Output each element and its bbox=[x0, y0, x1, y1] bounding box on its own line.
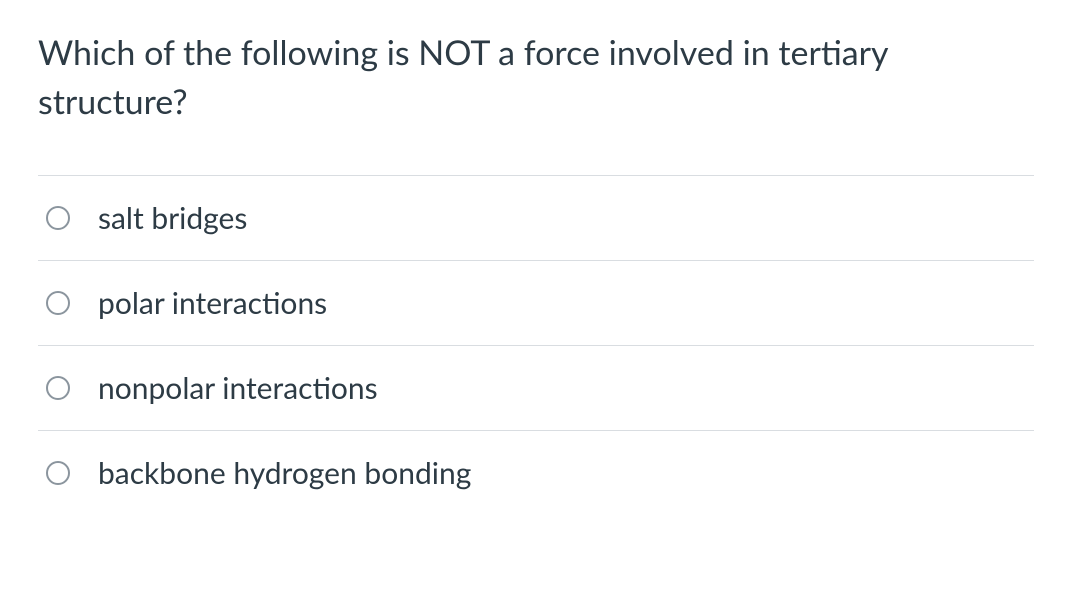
radio-icon[interactable] bbox=[46, 461, 70, 485]
option-label: salt bridges bbox=[98, 200, 247, 236]
options-list: salt bridges polar interactions nonpolar… bbox=[38, 175, 1034, 515]
question-prompt: Which of the following is NOT a force in… bbox=[38, 28, 1034, 127]
option-1[interactable]: polar interactions bbox=[38, 260, 1034, 345]
option-label: polar interactions bbox=[98, 285, 327, 321]
radio-icon[interactable] bbox=[46, 376, 70, 400]
option-label: backbone hydrogen bonding bbox=[98, 455, 471, 491]
radio-icon[interactable] bbox=[46, 206, 70, 230]
option-3[interactable]: backbone hydrogen bonding bbox=[38, 430, 1034, 515]
option-0[interactable]: salt bridges bbox=[38, 175, 1034, 260]
option-2[interactable]: nonpolar interactions bbox=[38, 345, 1034, 430]
option-label: nonpolar interactions bbox=[98, 370, 378, 406]
radio-icon[interactable] bbox=[46, 291, 70, 315]
